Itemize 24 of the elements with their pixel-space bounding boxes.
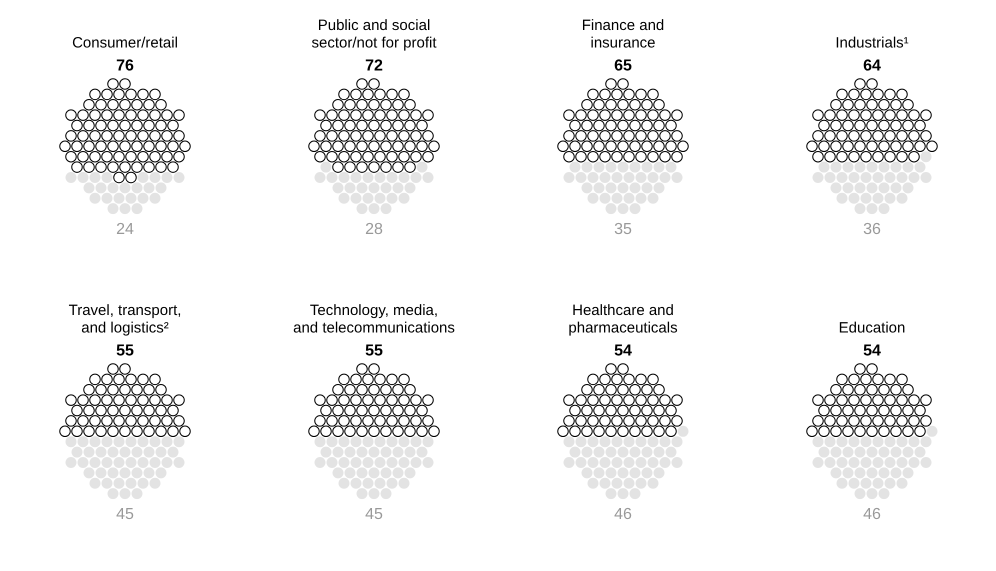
data-label: 55 bbox=[365, 342, 383, 360]
data-label: 35 bbox=[614, 220, 632, 238]
text: Healthcare and pharmaceuticals bbox=[568, 302, 678, 336]
text: Technology, media, and telecommunications bbox=[293, 302, 455, 336]
data-label: 28 bbox=[365, 220, 383, 238]
data-label: 54 bbox=[614, 342, 632, 360]
data-label: 54 bbox=[863, 342, 881, 360]
data-label: 55 bbox=[116, 342, 134, 360]
text: Finance and insurance bbox=[582, 17, 664, 52]
data-label: 76 bbox=[116, 58, 134, 75]
text: Industrials¹ bbox=[835, 34, 909, 52]
data-label: 45 bbox=[116, 506, 134, 523]
data-label: 46 bbox=[614, 506, 632, 523]
text: Travel, transport, and logistics² bbox=[68, 302, 182, 336]
text: Education bbox=[838, 320, 906, 336]
data-label: 65 bbox=[614, 58, 632, 75]
data-label: 46 bbox=[863, 506, 881, 523]
text: Public and social sector/not for profit bbox=[311, 17, 438, 52]
data-label: 45 bbox=[365, 506, 383, 523]
text: Consumer/retail bbox=[72, 34, 178, 52]
data-label: 64 bbox=[863, 58, 881, 75]
data-label: 24 bbox=[116, 220, 134, 238]
data-label: 72 bbox=[365, 58, 383, 75]
data-label: 36 bbox=[863, 220, 881, 238]
